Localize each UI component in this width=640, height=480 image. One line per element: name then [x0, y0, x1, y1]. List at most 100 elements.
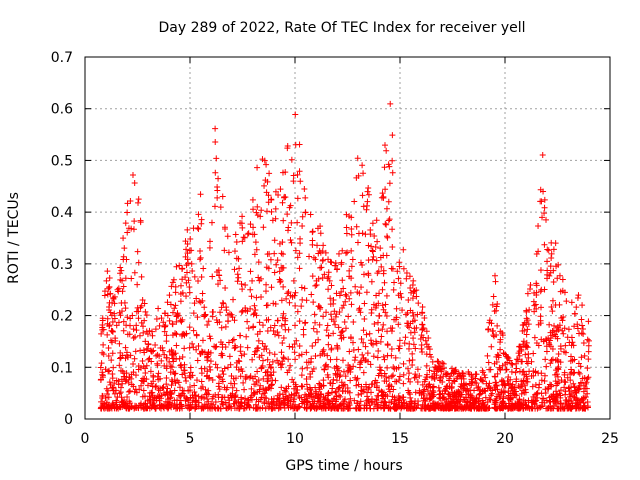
data-point [561, 289, 568, 296]
data-point [144, 331, 151, 338]
data-point [104, 268, 111, 275]
data-point [264, 356, 271, 363]
data-point [308, 404, 315, 411]
data-point [191, 273, 198, 280]
data-point [335, 367, 342, 374]
data-point [266, 250, 273, 257]
data-point [552, 331, 559, 338]
data-point [105, 394, 112, 401]
data-point [368, 278, 375, 285]
data-point [177, 401, 184, 408]
data-point [169, 279, 176, 286]
data-point [396, 337, 403, 344]
data-point [365, 242, 372, 249]
data-point [271, 322, 278, 329]
data-point [299, 365, 306, 372]
data-point [384, 328, 391, 335]
data-point [162, 322, 169, 329]
data-point [528, 399, 535, 406]
data-point [529, 399, 536, 406]
data-point [329, 400, 336, 407]
data-point [106, 367, 113, 374]
data-point [423, 328, 430, 335]
data-point [336, 384, 343, 391]
data-point [339, 277, 346, 284]
data-point [362, 343, 369, 350]
data-point [440, 394, 447, 401]
data-point [179, 354, 186, 361]
data-point [531, 290, 538, 297]
data-point [296, 394, 303, 401]
data-point [340, 368, 347, 375]
data-point [561, 405, 568, 412]
data-point [544, 258, 551, 265]
data-point [366, 384, 373, 391]
data-point [109, 400, 116, 407]
data-point [290, 398, 297, 405]
data-point [352, 374, 359, 381]
data-point [110, 364, 117, 371]
data-point [226, 353, 233, 360]
data-point [410, 341, 417, 348]
data-point [315, 250, 322, 257]
data-point [328, 345, 335, 352]
data-point [132, 404, 139, 411]
data-point [156, 402, 163, 409]
data-point [363, 383, 370, 390]
data-point [215, 394, 222, 401]
data-point [104, 315, 111, 322]
data-point [379, 302, 386, 309]
data-point [550, 391, 557, 398]
data-point [520, 368, 527, 375]
data-point [130, 383, 137, 390]
data-point [334, 405, 341, 412]
data-point [548, 303, 555, 310]
data-point [268, 284, 275, 291]
data-point [236, 265, 243, 272]
data-point [268, 196, 275, 203]
data-point [406, 273, 413, 280]
data-point [252, 381, 259, 388]
data-point [419, 326, 426, 333]
data-point [299, 213, 306, 220]
data-point [316, 403, 323, 410]
data-point [308, 390, 315, 397]
data-point [225, 339, 232, 346]
data-point [350, 319, 357, 326]
data-point [105, 285, 112, 292]
data-point [538, 399, 545, 406]
data-point [195, 343, 202, 350]
data-point [325, 273, 332, 280]
data-point [280, 354, 287, 361]
data-point [379, 286, 386, 293]
data-point [342, 298, 349, 305]
data-point [327, 301, 334, 308]
data-point [354, 289, 361, 296]
data-point [414, 378, 421, 385]
data-point [161, 310, 168, 317]
data-point [380, 405, 387, 412]
data-point [191, 392, 198, 399]
data-point [581, 352, 588, 359]
data-point [386, 381, 393, 388]
data-point [557, 387, 564, 394]
data-point [177, 317, 184, 324]
data-point [437, 374, 444, 381]
data-point [249, 196, 256, 203]
data-point [237, 220, 244, 227]
data-point [193, 295, 200, 302]
data-point [298, 303, 305, 310]
data-point [518, 358, 525, 365]
data-point [106, 299, 113, 306]
data-point [197, 256, 204, 263]
data-point [141, 317, 148, 324]
data-point [254, 212, 261, 219]
data-point [559, 317, 566, 324]
data-point [244, 344, 251, 351]
data-point [273, 261, 280, 268]
data-point [442, 386, 449, 393]
data-point [176, 405, 183, 412]
data-point [384, 341, 391, 348]
data-point [342, 291, 349, 298]
data-point [125, 379, 132, 386]
